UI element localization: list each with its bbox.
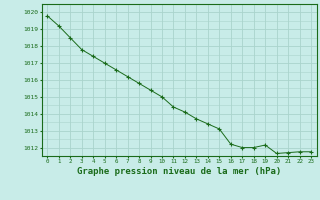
X-axis label: Graphe pression niveau de la mer (hPa): Graphe pression niveau de la mer (hPa)	[77, 167, 281, 176]
